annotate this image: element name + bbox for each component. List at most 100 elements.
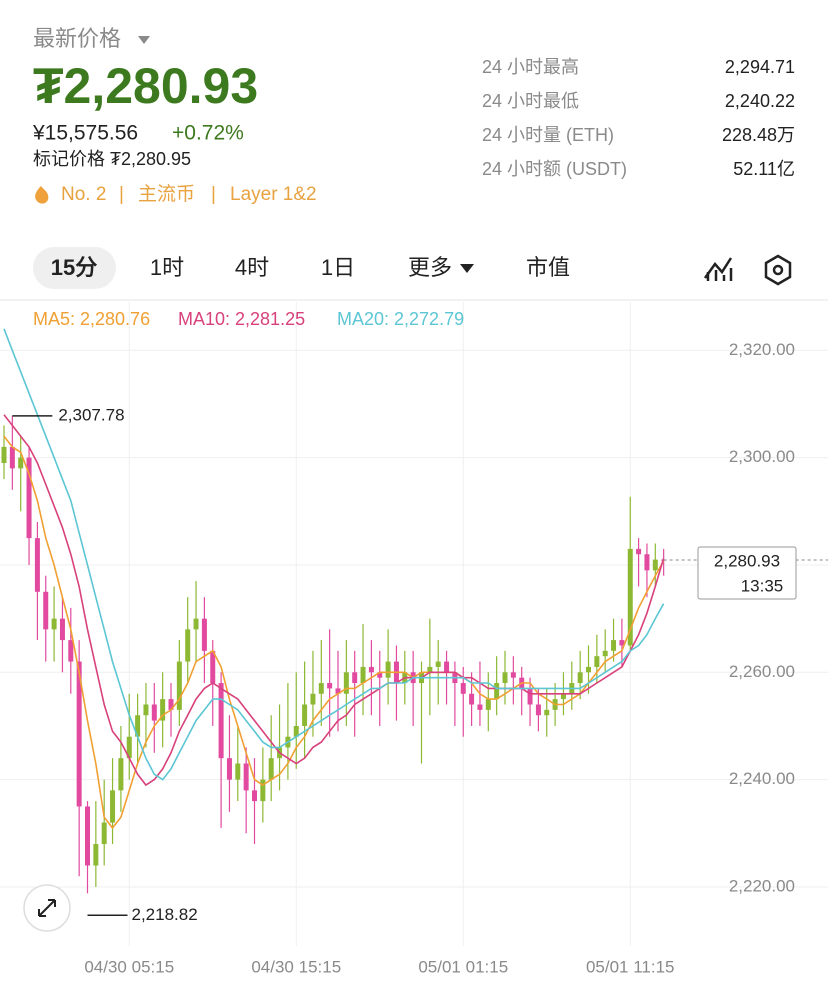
tabs: 15分 1时 4时 1日 更多 市值 [51,255,570,280]
candle-body [68,640,74,662]
more-arrow [460,264,474,273]
candle-body [193,618,199,630]
stat-value: 2,240.22 [725,91,795,111]
candle-body [560,693,566,700]
candle-body [510,672,516,678]
candle-body [260,779,266,802]
settings-icon[interactable] [764,254,792,286]
tab[interactable]: 15分 [51,255,97,280]
candle-body [377,672,383,678]
candle-body [210,650,216,684]
low-label: 2,218.82 [132,905,198,924]
candle-body [535,704,541,716]
x-tick-label: 05/01 11:15 [586,957,675,976]
candle-body [118,758,124,791]
candle-body [51,618,57,630]
candle-body [352,672,358,684]
stat-value: 52.11亿 [733,159,795,179]
stat-label: 24 小时最低 [482,91,579,111]
ma-line [3,414,665,787]
candle-body [644,554,650,571]
legend-entry: MA20: 2,272.79 [337,309,464,329]
candle-body [502,672,508,684]
candle-body [619,640,625,646]
tab[interactable]: 1日 [321,255,355,280]
separator: | [119,184,124,205]
candle-body [444,661,450,673]
candle-body [611,640,617,651]
candle-body [176,661,182,710]
candle-body [243,763,249,791]
candle-body [59,618,65,641]
candle-body [602,650,608,657]
candle-body [527,688,533,705]
x-tick-label: 04/30 15:15 [251,957,341,976]
candle-body [201,618,207,651]
candle-body [9,446,15,469]
candle-body [143,704,149,716]
candle-body [26,457,32,539]
active-tab-bg [33,247,116,289]
countdown: 13:35 [741,576,784,595]
candle-body [85,806,90,866]
settings-icon-dot [772,264,784,276]
candle-body [335,688,341,694]
legend-entry: MA10: 2,281.25 [178,309,305,329]
y-tick-label: 2,240.00 [729,769,795,788]
candle-body [302,704,308,726]
candle-body [235,763,241,780]
stat-value: 2,294.71 [725,57,795,77]
stats: 24 小时最高 2,294.71 24 小时最低 2,240.22 24 小时量 (ET… [482,57,795,179]
candle-body [477,704,483,710]
candle-body [385,661,391,678]
candle-body [435,661,441,667]
candle-body [135,715,141,737]
x-tick-label: 05/01 01:15 [418,957,508,976]
candle-body [268,758,274,780]
stat-label: 24 小时最高 [482,57,579,77]
candle-body [18,457,24,469]
candle-body [43,591,49,630]
candle-body [544,709,550,716]
candle-body [360,666,366,684]
stat-value: 228.48万 [722,125,795,145]
rank-tag[interactable]: No. 2 [61,184,106,205]
fiat-price: ¥15,575.56 [32,122,138,145]
candle-body [293,725,299,737]
ma-line [3,328,665,781]
x-tick-label: 04/30 05:15 [84,957,174,976]
candle-body [327,683,333,689]
category-tag[interactable]: 主流币 [138,183,195,205]
candle-body [594,656,600,667]
plot: 2,220.002,240.002,260.002,280.002,300.00… [0,302,828,976]
candle-body [652,559,658,571]
candle-body [110,790,116,823]
layer-tag[interactable]: Layer 1&2 [230,184,317,205]
candle-body [627,548,633,646]
indicator-icon[interactable] [703,257,733,281]
expand-icon [38,899,56,917]
y-tick-label: 2,300.00 [729,447,795,466]
candle-body [577,672,583,684]
tab[interactable]: 1时 [150,255,184,280]
candle-body [160,699,166,721]
last-price-box [697,546,797,600]
tab[interactable]: 更多 [408,255,452,280]
mark-price: 标记价格 ₮2,280.95 [33,149,191,169]
tab[interactable]: 4时 [235,255,269,280]
y-tick-label: 2,220.00 [729,876,795,895]
candle-body [101,822,107,845]
y-tick-label: 2,260.00 [729,662,795,681]
candle-body [586,666,591,673]
candle-body [185,629,191,662]
candle-body [226,758,232,780]
candle-body [494,683,500,700]
candle-body [252,790,257,802]
candle-body [460,683,466,694]
price-title[interactable]: 最新价格 [33,26,121,51]
tab[interactable]: 市值 [526,255,570,280]
high-label: 2,307.78 [58,405,124,424]
candle-body [343,672,349,694]
